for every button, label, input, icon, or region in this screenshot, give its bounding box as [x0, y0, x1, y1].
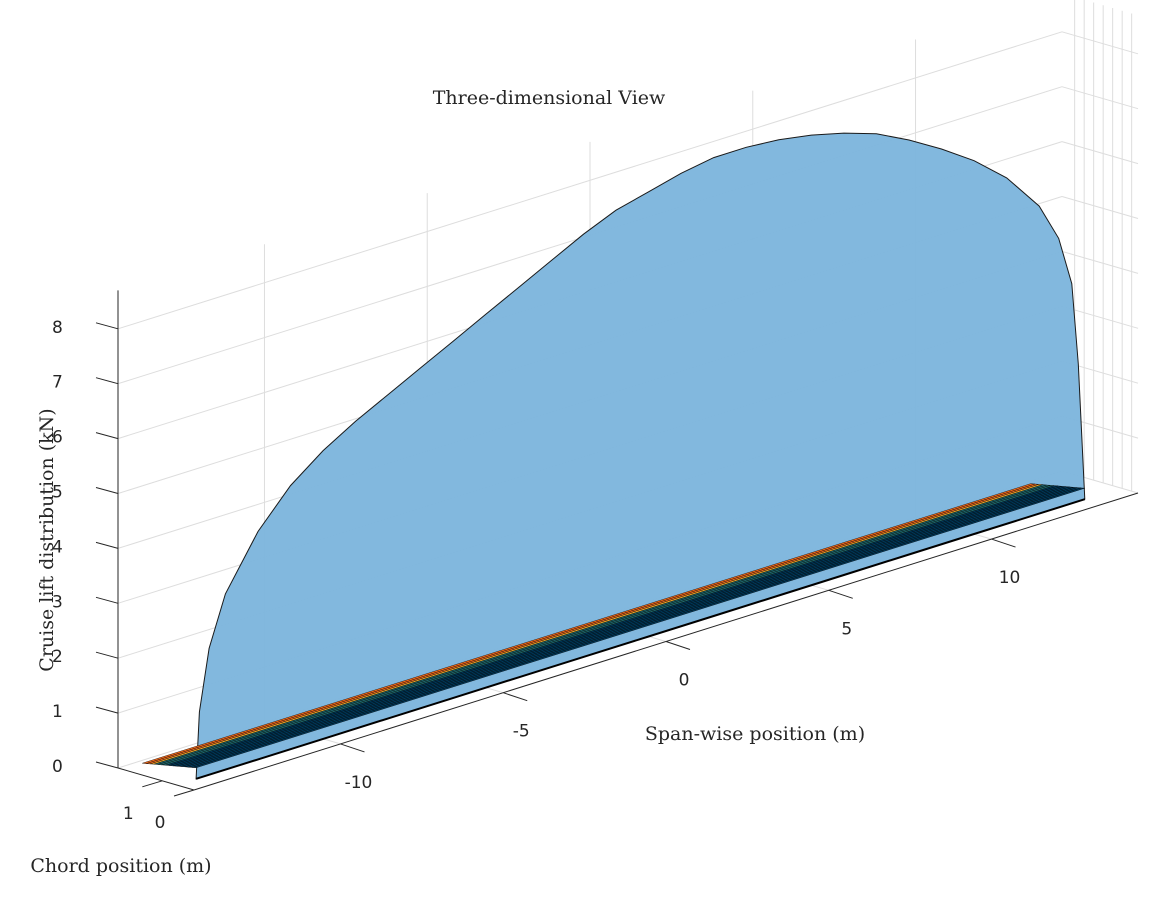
z-tick-label: 6	[52, 428, 63, 448]
axes-group	[95, 290, 1139, 797]
z-tick	[95, 761, 119, 769]
lift-surface-group	[195, 132, 1086, 780]
x-tick-label: 10	[999, 568, 1021, 588]
x-tick	[665, 641, 691, 650]
y-axis-label: Chord position (m)	[30, 855, 211, 877]
grid-line-side-z	[1061, 141, 1139, 165]
x-tick-label: -5	[513, 722, 530, 742]
wing-planform-group	[142, 483, 1086, 780]
z-tick-label: 5	[52, 483, 63, 503]
x-tick	[503, 692, 528, 702]
planform-front-edge	[195, 498, 1086, 780]
z-tick	[95, 706, 119, 714]
x-tick-label: -10	[345, 773, 373, 793]
z-tick	[95, 596, 119, 604]
y-axis-line	[117, 767, 195, 791]
z-tick-label: 3	[52, 592, 63, 612]
grid-line-side-z	[1061, 31, 1139, 55]
z-tick	[95, 541, 119, 549]
z-tick-label: 8	[52, 318, 63, 338]
z-tick	[95, 487, 119, 494]
y-tick	[173, 789, 195, 797]
z-tick-label: 1	[52, 702, 63, 722]
planform-band	[142, 483, 1035, 764]
x-tick-label: 5	[841, 619, 852, 639]
x-tick	[828, 589, 853, 599]
grid-line-side-z	[1061, 250, 1139, 274]
z-tick-label: 0	[52, 757, 63, 777]
y-tick	[142, 780, 163, 788]
x-axis-label: Span-wise position (m)	[645, 723, 865, 745]
z-tick	[95, 651, 119, 659]
z-tick-label: 2	[52, 647, 63, 667]
x-tick	[991, 538, 1016, 548]
z-tick	[95, 377, 119, 385]
lift-surface	[195, 132, 1086, 780]
grid-line-side-z	[1061, 196, 1139, 219]
z-axis-label: Cruise lift distribution (kN)	[36, 408, 58, 671]
x-tick-label: 0	[679, 671, 690, 691]
y-tick-label: 0	[155, 813, 166, 833]
z-tick	[95, 432, 119, 440]
x-tick	[340, 743, 365, 753]
z-tick-label: 4	[52, 537, 63, 557]
y-tick-label: 1	[123, 804, 134, 824]
grid-line-side-z	[1061, 86, 1139, 110]
chart-title: Three-dimensional View	[433, 87, 666, 109]
z-tick	[95, 322, 119, 330]
z-tick-label: 7	[52, 373, 63, 393]
